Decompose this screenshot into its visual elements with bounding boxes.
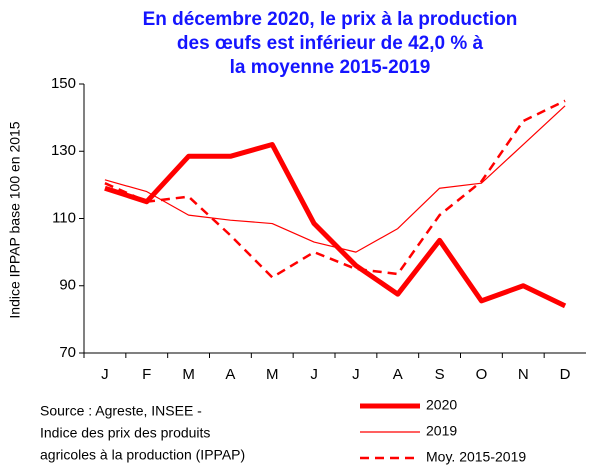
legend-label: 2020 [426,397,457,413]
legend-label: Moy. 2015-2019 [426,449,526,465]
x-tick-label: J [352,366,360,383]
x-tick-label: A [393,366,403,383]
source: Indice des prix des produits [40,425,210,441]
y-tick-label: 90 [59,277,76,294]
x-tick-label: O [476,366,488,383]
x-tick-label: M [266,366,279,383]
y-tick-label: 150 [51,75,76,92]
y-tick-label: 110 [52,209,76,226]
x-tick-label: M [182,366,195,383]
series-line [104,99,566,279]
chart-title: des œufs est inférieur de 42,0 % à [177,33,484,54]
x-tick-label: S [435,366,445,383]
legend-label: 2019 [426,423,457,439]
chart-title: En décembre 2020, le prix à la productio… [143,9,518,30]
y-axis-label: Indice IPPAP base 100 en 2015 [7,121,23,318]
series-line [104,142,567,309]
y-tick-label: 130 [51,142,76,159]
y-tick-label: 70 [59,344,76,361]
chart-title: la moyenne 2015-2019 [230,57,431,78]
x-tick-label: J [310,366,318,383]
series-line [104,105,566,253]
x-tick-label: A [225,366,235,383]
source: Source : Agreste, INSEE - [40,403,202,419]
x-tick-label: N [518,366,529,383]
x-tick-label: J [101,366,109,383]
source: agricoles à la production (IPPAP) [40,447,245,463]
x-tick-label: F [142,366,151,383]
x-tick-label: D [560,366,571,383]
